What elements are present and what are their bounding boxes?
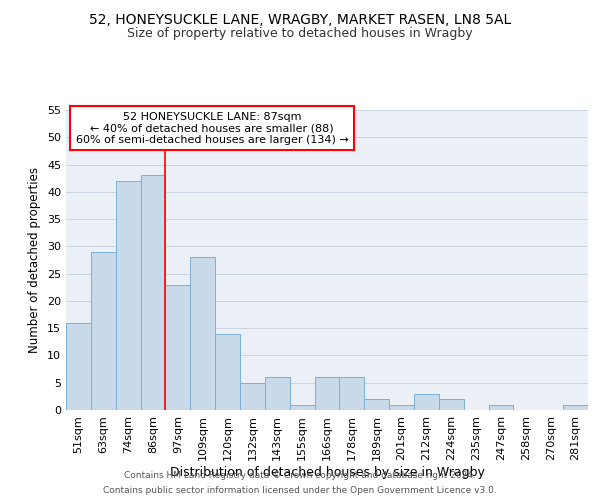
Bar <box>140 176 166 410</box>
Y-axis label: Number of detached properties: Number of detached properties <box>28 167 41 353</box>
Text: 52, HONEYSUCKLE LANE, WRAGBY, MARKET RASEN, LN8 5AL: 52, HONEYSUCKLE LANE, WRAGBY, MARKET RAS… <box>89 12 511 26</box>
Bar <box>166 284 190 410</box>
Bar <box>314 378 340 410</box>
Text: Size of property relative to detached houses in Wragby: Size of property relative to detached ho… <box>127 28 473 40</box>
Bar <box>389 404 414 410</box>
X-axis label: Distribution of detached houses by size in Wragby: Distribution of detached houses by size … <box>170 466 484 478</box>
Bar <box>265 378 290 410</box>
Text: Contains HM Land Registry data © Crown copyright and database right 2024.: Contains HM Land Registry data © Crown c… <box>124 471 476 480</box>
Bar <box>290 404 314 410</box>
Bar <box>364 399 389 410</box>
Bar <box>340 378 364 410</box>
Bar <box>563 404 588 410</box>
Bar <box>488 404 514 410</box>
Bar <box>116 181 140 410</box>
Bar <box>66 322 91 410</box>
Text: 52 HONEYSUCKLE LANE: 87sqm
← 40% of detached houses are smaller (88)
60% of semi: 52 HONEYSUCKLE LANE: 87sqm ← 40% of deta… <box>76 112 349 144</box>
Bar <box>91 252 116 410</box>
Bar <box>215 334 240 410</box>
Bar <box>414 394 439 410</box>
Text: Contains public sector information licensed under the Open Government Licence v3: Contains public sector information licen… <box>103 486 497 495</box>
Bar <box>240 382 265 410</box>
Bar <box>439 399 464 410</box>
Bar <box>190 258 215 410</box>
